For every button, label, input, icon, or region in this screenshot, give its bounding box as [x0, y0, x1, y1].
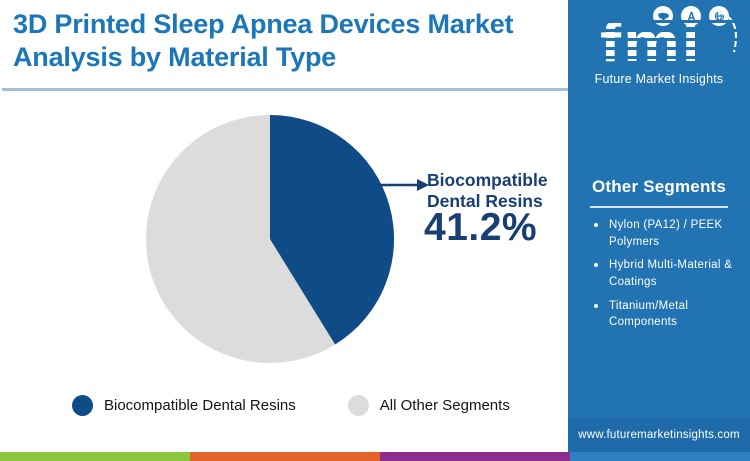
other-segments-list: Nylon (PA12) / PEEK Polymers Hybrid Mult…: [592, 217, 738, 338]
legend-item-other-segments: All Other Segments: [347, 395, 510, 416]
list-item: Hybrid Multi-Material & Coatings: [592, 257, 738, 290]
bottom-color-strip: [0, 452, 750, 461]
list-item: Nylon (PA12) / PEEK Polymers: [592, 217, 738, 250]
brand-name: Future Market Insights: [594, 72, 724, 86]
legend-label: All Other Segments: [379, 397, 510, 414]
pie-chart: [146, 115, 394, 363]
other-segments-heading: Other Segments: [591, 177, 727, 196]
strip-segment-purple: [380, 452, 570, 461]
fmi-stripes-overlay: [600, 14, 750, 72]
strip-segment-green: [0, 452, 190, 461]
pie-slice-biocompatible-dental-resins: [270, 115, 394, 345]
sidebar: fmi Future Market Insights Other Segment…: [568, 0, 750, 461]
heading-underline: [590, 206, 728, 208]
callout-arrow-icon: [377, 179, 429, 191]
strip-segment-blue: [570, 452, 750, 461]
callout-label: Biocompatible Dental Resins: [427, 170, 548, 212]
list-item: Titanium/Metal Components: [592, 298, 738, 331]
title-divider: [2, 88, 568, 91]
callout-value: 41.2%: [424, 206, 538, 249]
main-panel: 3D Printed Sleep Apnea Devices Market An…: [2, 9, 568, 416]
fmi-logo: fmi Future Market Insights: [568, 0, 750, 95]
legend-dot-navy: [72, 395, 93, 416]
legend-item-biocompatible: Biocompatible Dental Resins: [72, 395, 296, 416]
website-band: www.futuremarketinsights.com: [568, 418, 750, 452]
legend-label: Biocompatible Dental Resins: [104, 397, 296, 414]
fmi-letters: fmi: [600, 14, 750, 72]
strip-segment-orange: [190, 452, 380, 461]
chart-legend: Biocompatible Dental Resins All Other Se…: [72, 395, 510, 416]
page-title: 3D Printed Sleep Apnea Devices Market An…: [13, 9, 514, 72]
website-link[interactable]: www.futuremarketinsights.com: [578, 429, 740, 441]
legend-dot-gray: [347, 395, 369, 416]
